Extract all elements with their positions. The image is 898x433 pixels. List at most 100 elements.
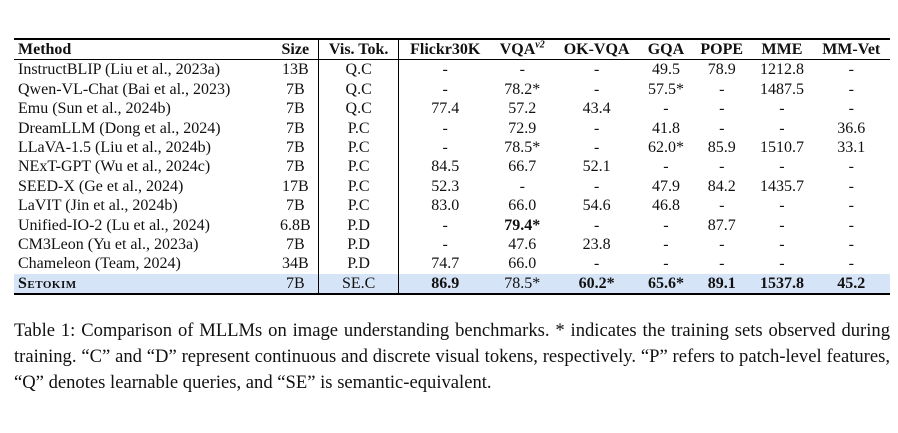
cell-pope: 78.9 <box>707 61 736 79</box>
cell-mmvet: - <box>848 177 854 195</box>
cell-mme: - <box>779 100 785 118</box>
cell-flickr: - <box>442 236 448 254</box>
cell-mme: - <box>779 216 785 234</box>
cell-vistok: P.C <box>317 157 400 177</box>
cell-okvqa: 60.2* <box>553 273 640 295</box>
cell-size: 7B <box>285 119 305 137</box>
table-row: CM3Leon (Yu et al., 2023a) 7B P.D - 47.6 23.8… <box>14 235 890 255</box>
cell-pope: - <box>719 80 725 98</box>
cell-flickr: - <box>442 139 448 157</box>
cell-vistok: Q.C <box>317 59 400 80</box>
cell-okvqa: 52.1 <box>582 158 611 176</box>
cell-method: Qwen-VL-Chat (Bai et al., 2023) <box>18 80 231 98</box>
cell-flickr: - <box>442 61 448 79</box>
cell-vistok: P.C <box>317 196 400 216</box>
cell-okvqa: - <box>593 61 600 79</box>
cell-vistok: SE.C <box>317 273 400 295</box>
cell-mme: - <box>779 236 785 254</box>
cell-mme: 1487.5 <box>759 80 804 98</box>
table-header: Method Size Vis. Tok. Flickr30K VQAv2 OK… <box>14 39 890 60</box>
cell-okvqa: - <box>593 216 600 234</box>
col-mme: MME <box>761 41 803 58</box>
cell-flickr: - <box>442 119 448 137</box>
col-vqa-superscript: v2 <box>535 39 545 51</box>
cell-flickr: 84.5 <box>431 158 460 176</box>
table-row: SEED-X (Ge et al., 2024) 17B P.C 52.3 - - 47.9… <box>14 176 890 197</box>
col-vis-tok: Vis. Tok. <box>317 39 400 60</box>
cell-method: Setokim <box>14 273 273 295</box>
cell-pope: - <box>719 236 725 254</box>
cell-size: 6.8B <box>279 216 311 234</box>
cell-mmvet: - <box>848 158 854 176</box>
cell-gqa: - <box>663 100 669 118</box>
cell-okvqa: 54.6 <box>582 197 611 215</box>
cell-vqa: - <box>519 61 525 79</box>
table-caption: Table 1: Comparison of MLLMs on image un… <box>14 320 890 393</box>
cell-gqa: - <box>663 236 669 254</box>
cell-mme: - <box>779 255 785 273</box>
cell-flickr: - <box>442 216 448 234</box>
cell-flickr: 86.9 <box>398 273 492 295</box>
cell-method: DreamLLM (Dong et al., 2024) <box>18 119 221 137</box>
cell-method: SEED-X (Ge et al., 2024) <box>18 177 184 195</box>
cell-vistok: Q.C <box>317 79 400 100</box>
table-row: DreamLLM (Dong et al., 2024) 7B P.C - 72.9 - 4… <box>14 118 890 139</box>
cell-pope: - <box>719 158 725 176</box>
cell-pope: - <box>719 100 725 118</box>
cell-size: 7B <box>285 158 305 176</box>
col-method: Method <box>18 41 72 58</box>
col-gqa: GQA <box>647 41 685 58</box>
col-flickr30k: Flickr30K <box>410 41 481 58</box>
table-row: Qwen-VL-Chat (Bai et al., 2023) 7B Q.C - 78.… <box>14 79 890 100</box>
cell-pope: - <box>719 119 725 137</box>
cell-vqa: - <box>519 177 525 195</box>
cell-vistok: P.C <box>317 138 400 158</box>
cell-okvqa: - <box>593 119 600 137</box>
cell-vqa: 47.6 <box>508 236 537 254</box>
cell-method: Chameleon (Team, 2024) <box>18 255 181 273</box>
cell-vqa: 57.2 <box>508 100 537 118</box>
cell-vqa: 72.9 <box>508 119 537 137</box>
cell-size: 7B <box>285 197 305 215</box>
cell-mmvet: 36.6 <box>837 119 866 137</box>
table-row: NExT-GPT (Wu et al., 2024c) 7B P.C 84.5 66.7… <box>14 157 890 177</box>
cell-mmvet: - <box>848 197 854 215</box>
cell-method: CM3Leon (Yu et al., 2023a) <box>18 236 199 254</box>
cell-pope: - <box>719 255 725 273</box>
cell-vqa: 66.7 <box>508 158 537 176</box>
cell-mme: 1537.8 <box>751 273 813 295</box>
cell-mme: 1510.7 <box>759 139 804 157</box>
cell-mme: - <box>779 158 785 176</box>
cell-mmvet: 33.1 <box>837 139 866 157</box>
cell-gqa: - <box>663 216 669 234</box>
cell-mmvet: - <box>848 236 854 254</box>
cell-gqa: 57.5* <box>647 80 684 98</box>
cell-mmvet: - <box>848 61 854 79</box>
cell-method: LaVIT (Jin et al., 2024b) <box>18 197 178 215</box>
cell-okvqa: - <box>593 139 600 157</box>
cell-mme: 1212.8 <box>759 61 804 79</box>
cell-gqa: 65.6* <box>639 273 693 295</box>
cell-flickr: - <box>442 80 448 98</box>
cell-vqa: 78.5* <box>504 139 541 157</box>
cell-method: Emu (Sun et al., 2024b) <box>18 100 171 118</box>
cell-mme: - <box>779 197 785 215</box>
cell-gqa: - <box>663 255 669 273</box>
cell-vqa: 78.5* <box>491 273 554 295</box>
table-row: Chameleon (Team, 2024) 34B P.D 74.7 66.0 - - - -… <box>14 254 890 274</box>
col-vqa-label: VQA <box>499 41 536 58</box>
col-pope: POPE <box>700 41 744 58</box>
cell-method: Unified-IO-2 (Lu et al., 2024) <box>18 216 210 234</box>
cell-size: 7B <box>285 80 305 98</box>
cell-vqa: 66.0 <box>508 197 537 215</box>
cell-vqa: 66.0 <box>508 255 537 273</box>
cell-size: 7B <box>285 139 305 157</box>
cell-gqa: 49.5 <box>651 61 680 79</box>
cell-vistok: P.C <box>317 118 400 139</box>
cell-mmvet: 45.2 <box>812 273 890 295</box>
cell-mmvet: - <box>848 80 854 98</box>
table-row: InstructBLIP (Liu et al., 2023a) 13B Q.C - -… <box>14 59 890 80</box>
cell-size: 7B <box>285 100 305 118</box>
cell-gqa: 46.8 <box>651 197 680 215</box>
cell-size: 17B <box>281 177 309 195</box>
